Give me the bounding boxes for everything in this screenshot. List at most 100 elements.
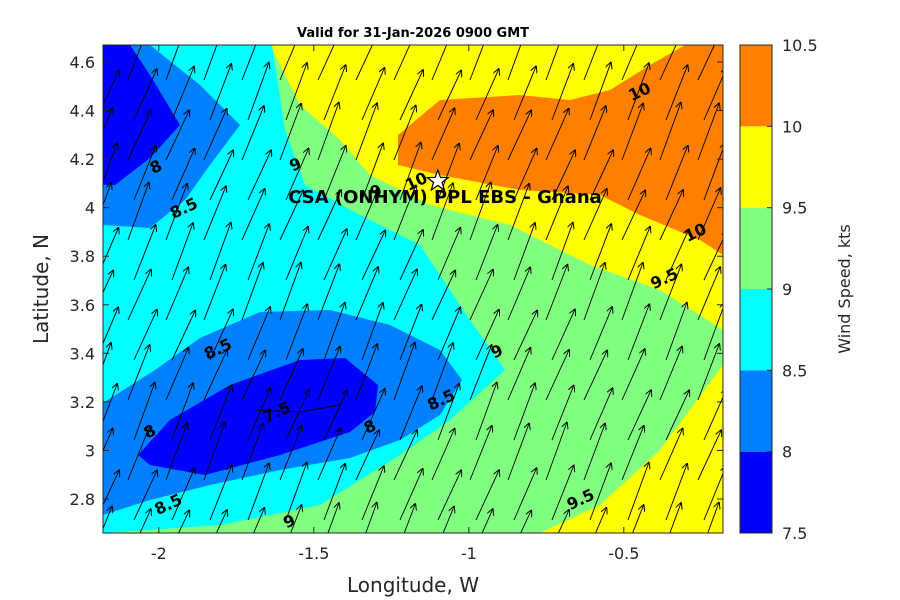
wind-vector-arrow [103, 506, 112, 530]
colorbar-tick-label: 8.5 [782, 361, 807, 380]
wind-vector-arrow [557, 510, 569, 533]
wind-vector-arrow [507, 45, 522, 81]
colorbar-tick-label: 8 [782, 443, 792, 462]
colorbar-tick-label: 7.5 [782, 524, 807, 543]
wind-vector-arrow [665, 65, 688, 121]
wind-vector-arrow [399, 142, 421, 201]
wind-vector-arrow [697, 45, 715, 81]
wind-vector-arrow [355, 188, 379, 241]
wind-vector-arrow [627, 63, 649, 121]
wind-vector-arrow [133, 69, 157, 121]
wind-vector-arrow [127, 45, 142, 81]
wind-vector-arrow [595, 508, 606, 533]
wind-vector-arrow [127, 345, 150, 401]
wind-vector-arrow [627, 227, 650, 281]
wind-vector-arrow [520, 510, 531, 533]
wind-vector-arrow [545, 186, 568, 241]
wind-vector-arrow [513, 148, 537, 201]
wind-vector-arrow [165, 267, 188, 321]
colorbar-swatch [740, 207, 772, 289]
wind-vector-arrow [285, 63, 307, 121]
wind-vector-arrow [481, 509, 493, 533]
colorbar-swatch [740, 370, 772, 452]
wind-vector-arrow [241, 45, 257, 81]
wind-vector-arrow [323, 390, 347, 441]
wind-vector-arrow [545, 109, 569, 161]
wind-vector-arrow [475, 470, 499, 521]
wind-vector-arrow [507, 348, 530, 401]
wind-vector-arrow [317, 264, 339, 321]
x-axis: -2 -1.5 -1 -0.5 [151, 45, 639, 563]
wind-vector-arrow [697, 430, 721, 481]
wind-vector-arrow [697, 188, 721, 241]
wind-vector-arrow [475, 146, 498, 201]
wind-vector-arrow [589, 463, 611, 521]
colorbar-swatch [740, 451, 772, 533]
wind-vector-arrow [469, 45, 484, 81]
wind-vector-arrow [399, 305, 422, 361]
wind-vector-arrow [399, 70, 423, 121]
wind-vector-arrow [513, 66, 536, 121]
wind-vector-arrow [361, 389, 385, 441]
wind-vector-arrow [393, 185, 416, 241]
wind-vector-arrow [103, 228, 118, 265]
y-tick-label: 4.2 [70, 150, 95, 169]
wind-vector-arrow [203, 109, 227, 161]
wind-vector-arrow [442, 506, 454, 533]
wind-vector-arrow [545, 422, 567, 481]
wind-vector-arrow [241, 106, 264, 161]
wind-vector-arrow [247, 388, 271, 441]
wind-vector-arrow [355, 267, 378, 321]
x-tick-label: -1.5 [298, 544, 329, 563]
colorbar-tick-label: 9.5 [782, 199, 807, 218]
y-tick-label: 4.6 [70, 53, 95, 72]
colorbar-tick-label: 10 [782, 117, 802, 136]
wind-vector-arrow [393, 269, 417, 321]
wind-vector-arrow [551, 150, 575, 201]
wind-vector-arrow [659, 346, 682, 401]
wind-vector-arrow [133, 146, 156, 201]
wind-vector-arrow [583, 45, 599, 81]
wind-vector-arrow [133, 225, 156, 281]
wind-vector-arrow [393, 342, 415, 401]
wind-vector-arrow [697, 267, 720, 321]
wind-vector-arrow [209, 150, 233, 201]
wind-vector-arrow [361, 303, 383, 361]
wind-vector-arrow [589, 224, 611, 281]
wind-vector-arrow [203, 45, 218, 81]
wind-vector-arrow [139, 509, 151, 533]
wind-vector-arrow [103, 343, 111, 366]
wind-vector-arrow [589, 62, 611, 121]
wind-vector-arrow [665, 390, 689, 441]
wind-vector-arrow [703, 143, 723, 201]
wind-vector-arrow [290, 505, 302, 533]
wind-vector-arrow [507, 423, 529, 481]
wind-vector-arrow [393, 45, 411, 81]
wind-vector-arrow [285, 148, 309, 201]
y-tick-label: 3.8 [70, 247, 95, 266]
wind-vector-arrow [355, 103, 377, 161]
wind-vector-arrow [475, 382, 497, 441]
wind-vector-arrow [317, 428, 341, 481]
colorbar-tick-label: 10.5 [782, 36, 818, 55]
wind-vector-arrow [399, 230, 423, 281]
wind-vector-arrow [583, 106, 606, 161]
wind-vector-arrow [279, 45, 296, 81]
y-tick-label: 4 [85, 199, 95, 218]
wind-vector-arrow [621, 190, 645, 241]
y-tick-label: 3.4 [70, 344, 95, 363]
wind-vector-arrow [507, 110, 531, 161]
wind-vector-arrow [103, 270, 113, 294]
y-tick-label: 3.2 [70, 393, 95, 412]
chart-title: Valid for 31-Jan-2026 0900 GMT [297, 26, 529, 41]
wind-vector-arrow [665, 303, 687, 361]
plot-frame [102, 44, 724, 534]
wind-vector-arrow [627, 390, 651, 441]
wind-vector-arrow [209, 64, 231, 121]
wind-vector-arrow [165, 184, 187, 241]
wind-vector-arrow [203, 422, 225, 481]
wind-vector-arrow [241, 423, 263, 481]
wind-vector-arrow [171, 468, 195, 521]
wind-vector-arrow [171, 148, 195, 201]
wind-vector-arrow [659, 190, 683, 241]
